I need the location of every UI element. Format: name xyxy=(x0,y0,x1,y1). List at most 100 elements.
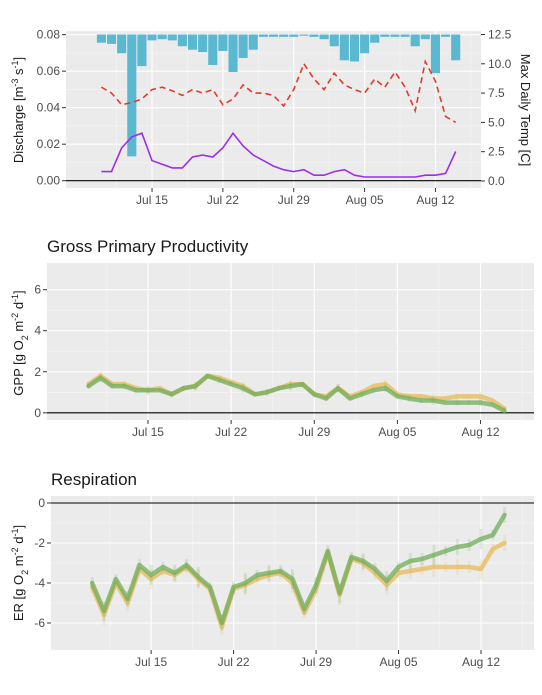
er-ticks: Jul 15 Jul 22 Jul 29 Aug 05 Aug 12 0 -2 -4 -6 xyxy=(34,496,500,669)
discharge-bar xyxy=(339,34,349,61)
gpp-ylabel-exp1: -2 xyxy=(10,313,20,321)
y2-tick-label: 5.0 xyxy=(488,115,505,129)
er-ylabel-sub: 2 xyxy=(20,570,30,575)
y2-tick-label: 0.0 xyxy=(488,174,505,188)
discharge-bar xyxy=(360,34,370,54)
er-ylabel-main: ER [g O xyxy=(11,575,26,621)
y-tick-label: 0.04 xyxy=(37,101,61,115)
discharge-bar xyxy=(218,34,228,51)
discharge-ylabel-exp2: -1 xyxy=(10,60,20,68)
discharge-bar xyxy=(117,34,127,54)
series-line xyxy=(89,512,507,626)
x-tick-label: Aug 12 xyxy=(462,655,500,669)
discharge-bar xyxy=(309,34,319,37)
discharge-bar xyxy=(430,34,441,74)
discharge-bar xyxy=(349,34,360,62)
discharge-bars xyxy=(96,34,461,157)
discharge-ylabel-exp1: -3 xyxy=(10,79,20,87)
er-lines xyxy=(89,507,507,635)
discharge-bar xyxy=(299,34,309,36)
x-tick-label: Jul 15 xyxy=(135,655,167,669)
discharge-bar xyxy=(228,34,238,73)
er-ylabel-exp1: -2 xyxy=(10,547,20,555)
discharge-bar xyxy=(400,34,410,37)
discharge-bar xyxy=(279,34,289,37)
discharge-bar xyxy=(248,34,258,50)
y-tick-label: -6 xyxy=(34,616,45,630)
y-tick-label: 0.08 xyxy=(37,28,61,42)
discharge-bar xyxy=(147,34,157,41)
discharge-bar xyxy=(187,34,198,50)
discharge-bar xyxy=(451,34,461,61)
gpp-ylabel-mid: m xyxy=(11,321,26,335)
discharge-bar xyxy=(106,34,117,44)
er-plot-area xyxy=(51,496,534,650)
y2-tick-label: 12.5 xyxy=(488,28,512,42)
gpp-title: Gross Primary Productivity xyxy=(47,237,249,256)
x-tick-label: Jul 29 xyxy=(298,425,330,439)
y-tick-label: 6 xyxy=(34,283,41,297)
discharge-ylabel-mid: s xyxy=(11,68,26,79)
x-tick-label: Jul 22 xyxy=(207,193,239,207)
discharge-bar xyxy=(380,34,390,37)
gpp-ylabel-mid2: d xyxy=(11,302,26,313)
discharge-bar xyxy=(96,34,106,43)
x-tick-label: Jul 29 xyxy=(278,193,310,207)
er-title: Respiration xyxy=(51,470,137,489)
er-ylabel: ER [g O2 m-2 d-1] xyxy=(10,525,30,621)
x-tick-label: Aug 12 xyxy=(416,193,454,207)
discharge-bar xyxy=(410,34,420,47)
x-tick-label: Jul 22 xyxy=(215,425,247,439)
discharge-bar xyxy=(420,34,430,40)
discharge-ticks: Jul 15 Jul 22 Jul 29 Aug 05 Aug 12 0.00 0.02 0.… xyxy=(37,28,512,207)
y-tick-label: -2 xyxy=(34,536,45,550)
y-tick-label: 0.06 xyxy=(37,64,61,78)
discharge-ylabel: Discharge [m-3 s-1] xyxy=(10,57,26,163)
y2-tick-label: 10.0 xyxy=(488,57,512,71)
series-line xyxy=(86,373,507,414)
x-tick-label: Aug 12 xyxy=(462,425,500,439)
gpp-ylabel: GPP [g O2 m-2 d-1] xyxy=(10,290,30,395)
gpp-ylabel-exp2: -1 xyxy=(10,294,20,302)
y-tick-label: 2 xyxy=(34,365,41,379)
gpp-panel: Gross Primary Productivity Jul 15 Jul 22 J… xyxy=(10,237,534,439)
x-tick-label: Aug 05 xyxy=(378,425,416,439)
gpp-lines xyxy=(86,371,507,414)
x-tick-label: Jul 15 xyxy=(132,425,164,439)
y-tick-label: 0.00 xyxy=(37,174,61,188)
discharge-ylabel-main: Discharge [m xyxy=(11,87,26,164)
discharge-bar xyxy=(177,34,187,47)
er-ylabel-mid2: d xyxy=(11,537,26,548)
discharge-line xyxy=(101,131,457,178)
gpp-ylabel-main: GPP [g O xyxy=(11,340,26,395)
discharge-bar xyxy=(329,34,339,47)
gpp-ylabel-sub: 2 xyxy=(20,335,30,340)
x-tick-label: Aug 05 xyxy=(346,193,384,207)
y-tick-label: 0.02 xyxy=(37,137,61,151)
er-ylabel-exp2: -1 xyxy=(10,529,20,537)
discharge-bar xyxy=(127,34,137,157)
max-temp-line xyxy=(100,59,457,124)
discharge-bar xyxy=(258,34,268,37)
y-tick-label: 0 xyxy=(38,496,45,510)
discharge-ylabel-end: ] xyxy=(11,57,26,61)
discharge-bar xyxy=(238,34,248,58)
discharge-bar xyxy=(198,34,208,53)
discharge-bar xyxy=(319,34,329,40)
respiration-panel: Respiration Jul 15 Jul 22 Jul 29 Aug 05 Aug … xyxy=(10,470,534,669)
gpp-ylabel-end: ] xyxy=(11,290,26,294)
y-tick-label: -4 xyxy=(34,576,45,590)
er-ylabel-end: ] xyxy=(11,525,26,529)
discharge-lines xyxy=(100,59,457,178)
discharge-bar xyxy=(137,34,147,67)
y2-tick-label: 7.5 xyxy=(488,86,505,100)
discharge-panel: Jul 15 Jul 22 Jul 29 Aug 05 Aug 12 0.00 0.02 0.… xyxy=(10,28,533,207)
x-tick-label: Jul 29 xyxy=(300,655,332,669)
discharge-bar xyxy=(390,34,400,37)
x-tick-label: Jul 22 xyxy=(218,655,250,669)
y-tick-label: 0 xyxy=(34,406,41,420)
discharge-bar xyxy=(441,34,451,37)
discharge-bar xyxy=(370,34,380,43)
discharge-bar xyxy=(268,34,279,37)
